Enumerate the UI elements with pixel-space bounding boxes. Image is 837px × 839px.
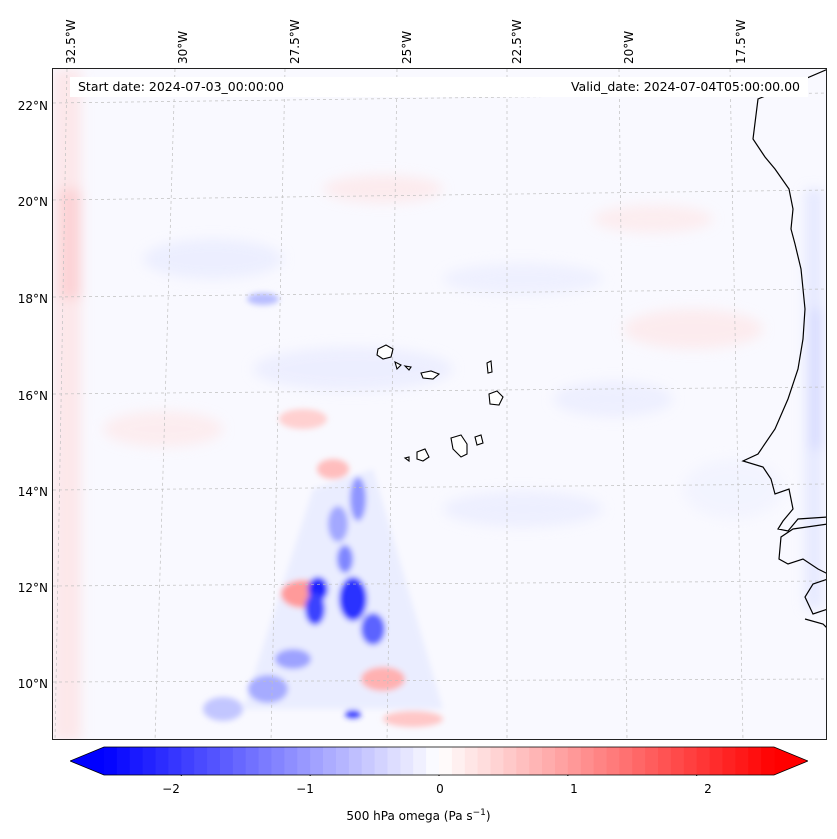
- colorbar-segment: [439, 747, 453, 775]
- colorbar-segment: [645, 747, 659, 775]
- colorbar-segment: [477, 747, 492, 775]
- colorbar-title: 500 hPa omega (Pa s−1): [346, 808, 491, 823]
- colorbar-segment: [722, 747, 736, 775]
- colorbar-segment: [426, 747, 440, 775]
- colorbar-segment: [323, 747, 337, 775]
- colorbar-segment: [761, 747, 775, 775]
- lat-label: 14°N: [17, 485, 48, 499]
- weak-field: [53, 69, 823, 739]
- colorbar-segment: [374, 747, 389, 775]
- colorbar-segment: [593, 747, 608, 775]
- graticule: [53, 69, 826, 739]
- colorbar-segment: [516, 747, 530, 775]
- colorbar-segment: [271, 747, 285, 775]
- colorbar-segment: [490, 747, 505, 775]
- colorbar-segment: [606, 747, 620, 775]
- cape-verde-islands: [376, 344, 504, 463]
- lon-label: 20°W: [622, 30, 636, 64]
- lat-label: 22°N: [17, 99, 48, 113]
- colorbar-segment: [748, 747, 762, 775]
- colorbar-segment: [129, 747, 144, 775]
- colorbar-segment: [632, 747, 646, 775]
- gambia-coast: [778, 523, 826, 574]
- colorbar-segment: [361, 747, 376, 775]
- colorbar-segment: [658, 747, 672, 775]
- date-banner: Start date: 2024-07-03_00:00:00 Valid_da…: [70, 77, 808, 97]
- colorbar-segment: [670, 747, 685, 775]
- colorbar-segment: [580, 747, 595, 775]
- colorbar-segment: [194, 747, 208, 775]
- colorbar-segment: [696, 747, 711, 775]
- colorbar-segment: [232, 747, 247, 775]
- colorbar-segment: [400, 747, 414, 775]
- colorbar-tick-label: 2: [704, 782, 712, 796]
- lon-label: 27.5°W: [288, 19, 302, 64]
- colorbar-tick-label: 0: [436, 782, 444, 796]
- start-date-label: Start date: 2024-07-03_00:00:00: [78, 79, 284, 94]
- lat-label: 20°N: [17, 195, 48, 209]
- colorbar-segment: [181, 747, 195, 775]
- valid-date-label: Valid_date: 2024-07-04T05:00:00.00: [570, 79, 800, 94]
- colorbar-segment: [207, 747, 221, 775]
- colorbar-segment: [619, 747, 633, 775]
- colorbar-extend-min: [70, 747, 104, 775]
- colorbar-segment: [503, 747, 517, 775]
- map-panel: [52, 68, 827, 740]
- colorbar-segment: [155, 747, 170, 775]
- colorbar-segment: [387, 747, 401, 775]
- colorbar-segment: [104, 747, 118, 775]
- colorbar-segment: [529, 747, 543, 775]
- colorbar-tick-label: −1: [296, 782, 314, 796]
- africa-coastline: [741, 69, 826, 532]
- colorbar-segment: [348, 747, 363, 775]
- lon-label: 17.5°W: [734, 19, 748, 64]
- convective-cluster: [203, 293, 443, 727]
- colorbar-segment: [709, 747, 724, 775]
- colorbar-segment: [219, 747, 234, 775]
- colorbar-segment: [310, 747, 324, 775]
- colorbar-segment: [116, 747, 131, 775]
- colorbar: [68, 746, 810, 779]
- colorbar-segment: [683, 747, 698, 775]
- lon-label: 22.5°W: [510, 19, 524, 64]
- colorbar-segment: [413, 747, 427, 775]
- lat-label: 10°N: [17, 677, 48, 691]
- colorbar-segment: [542, 747, 556, 775]
- lat-label: 12°N: [17, 581, 48, 595]
- colorbar-segment: [464, 747, 479, 775]
- lon-label: 32.5°W: [64, 19, 78, 64]
- omega-field: [53, 69, 826, 739]
- lat-label: 16°N: [17, 389, 48, 403]
- colorbar-segment: [297, 747, 311, 775]
- lon-label: 25°W: [400, 30, 414, 64]
- lat-label: 18°N: [17, 292, 48, 306]
- colorbar-segment: [284, 747, 298, 775]
- guinea-bissau-coast: [804, 579, 826, 628]
- colorbar-segment: [735, 747, 749, 775]
- colorbar-segment: [258, 747, 273, 775]
- colorbar-tick-label: −2: [162, 782, 180, 796]
- colorbar-extend-max: [774, 747, 808, 775]
- colorbar-segment: [142, 747, 157, 775]
- colorbar-segment: [451, 747, 466, 775]
- colorbar-segment: [335, 747, 350, 775]
- colorbar-segment: [245, 747, 260, 775]
- colorbar-segment: [567, 747, 582, 775]
- colorbar-segment: [554, 747, 569, 775]
- colorbar-segment: [168, 747, 182, 775]
- colorbar-tick-label: 1: [570, 782, 578, 796]
- colorbar-graphic: [68, 746, 810, 779]
- lon-label: 30°W: [176, 30, 190, 64]
